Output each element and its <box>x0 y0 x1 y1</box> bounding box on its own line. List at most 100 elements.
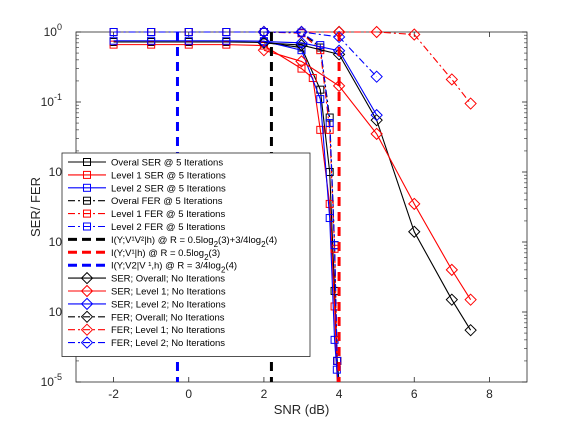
y-tick-label: 10-1 <box>41 92 62 109</box>
x-tick-label: 4 <box>336 387 343 401</box>
data-point <box>257 43 271 57</box>
legend-label: Level 2 SER @ 5 Iterations <box>111 183 226 194</box>
legend-entry: SER; Level 1; No Iterations <box>68 284 226 298</box>
data-point <box>222 36 231 45</box>
legend-entry: I(Y;V2|V ¹,h) @ R = 3/4log2(4) <box>68 261 237 275</box>
legend-box <box>61 152 311 357</box>
series-line <box>263 49 472 300</box>
data-point <box>445 293 459 306</box>
legend-marker <box>83 222 91 231</box>
data-point <box>257 35 271 48</box>
data-point <box>332 44 346 57</box>
legend-entry: Overal FER @ 5 Iterations <box>68 196 223 207</box>
data-point <box>325 119 334 128</box>
data-point <box>147 36 156 45</box>
legend-marker <box>83 158 91 166</box>
series-line <box>263 31 378 78</box>
data-point <box>316 125 325 134</box>
legend-label: SER; Overall; No Iterations <box>111 274 225 285</box>
x-tick-label: -2 <box>108 387 119 401</box>
data-point <box>257 36 271 50</box>
y-tick-label: 10-5 <box>41 372 62 389</box>
legend-marker <box>80 336 94 349</box>
legend-label: Level 2 FER @ 5 Iterations <box>111 222 225 233</box>
legend-label: FER; Level 1; No Iterations <box>111 325 225 336</box>
axis-ticks: -2 0 2 4 6 8 100 10-1 10 10 10 10-5 <box>41 22 527 401</box>
legend-entry: FER; Level 1; No Iterations <box>68 323 225 336</box>
legend-marker <box>83 209 91 218</box>
y-tick-label: 10 <box>49 165 63 179</box>
data-point <box>333 356 342 365</box>
series-line <box>113 44 338 383</box>
legend-label: Overal FER @ 5 Iterations <box>111 196 223 207</box>
data-point <box>408 225 421 238</box>
legend-label: I(Y;V¹V²|h) @ R = 0.5log2(3)+3/4log2(4) <box>111 235 277 249</box>
data-point <box>295 36 308 50</box>
data-point <box>464 293 477 306</box>
legend-marker <box>83 183 91 192</box>
series-lines <box>109 25 477 383</box>
data-point <box>408 28 421 41</box>
legend-entry: Level 2 SER @ 5 Iterations <box>68 183 226 194</box>
data-point <box>109 28 118 36</box>
legend-entry: Level 1 SER @ 5 Iterations <box>68 170 226 181</box>
data-point <box>316 95 325 104</box>
legend-label: Level 1 SER @ 5 Iterations <box>111 170 226 181</box>
legend-entry: SER; Level 2; No Iterations <box>68 297 226 310</box>
legend-marker <box>83 196 91 205</box>
data-point <box>445 73 459 86</box>
series-8 <box>257 35 383 122</box>
data-point <box>332 79 346 93</box>
legend-entry: I(Y;V¹|h) @ R = 0.5log2(3) <box>68 248 220 262</box>
series-line <box>113 41 340 383</box>
legend-label: I(Y;V¹|h) @ R = 0.5log2(3) <box>111 248 220 262</box>
legend-entry: Level 1 FER @ 5 Iterations <box>68 209 225 220</box>
data-point <box>408 197 421 211</box>
y-tick-label: 10 <box>49 235 63 249</box>
legend-label: SER; Level 2; No Iterations <box>111 299 226 310</box>
data-point <box>308 74 317 83</box>
data-point <box>332 30 346 44</box>
legend-entry: I(Y;V¹V²|h) @ R = 0.5log2(3)+3/4log2(4) <box>68 235 277 249</box>
series-7 <box>257 43 477 306</box>
x-tick-label: 0 <box>185 387 192 401</box>
data-point <box>295 55 308 68</box>
data-point <box>464 97 477 110</box>
data-point <box>370 127 383 141</box>
data-point <box>184 36 193 45</box>
data-point <box>109 36 118 45</box>
legend-marker <box>80 323 94 336</box>
legend-entry: Overal SER @ 5 Iterations <box>68 158 223 169</box>
legend-entry: SER; Overall; No Iterations <box>68 271 225 285</box>
data-point <box>222 28 231 36</box>
data-point <box>370 108 383 122</box>
x-tick-label: 8 <box>486 387 493 401</box>
legend-label: I(Y;V2|V ¹,h) @ R = 3/4log2(4) <box>111 261 237 275</box>
data-point <box>295 25 308 39</box>
legend-label: Overal SER @ 5 Iterations <box>111 158 223 169</box>
y-tick-label: 100 <box>44 22 62 39</box>
data-point <box>257 25 271 39</box>
data-point <box>370 70 383 83</box>
legend-label: FER; Overall; No Iterations <box>111 312 225 323</box>
legend-label: SER; Level 1; No Iterations <box>111 287 226 298</box>
data-point <box>147 28 156 36</box>
data-point <box>316 41 325 50</box>
legend-marker <box>80 284 94 298</box>
y-tick-label: 10 <box>49 305 63 319</box>
x-tick-label: 6 <box>411 387 418 401</box>
data-point <box>297 46 306 55</box>
legend-label: FER; Level 2; No Iterations <box>111 338 225 349</box>
data-point <box>445 263 459 277</box>
series-line <box>263 41 378 116</box>
y-axis-label: SER/ FER <box>28 177 43 237</box>
data-point <box>464 323 477 337</box>
data-point <box>325 199 334 208</box>
x-axis-label: SNR (dB) <box>274 402 330 417</box>
series-11 <box>257 25 383 83</box>
data-point <box>184 28 193 36</box>
legend-marker <box>80 271 94 285</box>
legend-label: Level 1 FER @ 5 Iterations <box>111 209 225 220</box>
